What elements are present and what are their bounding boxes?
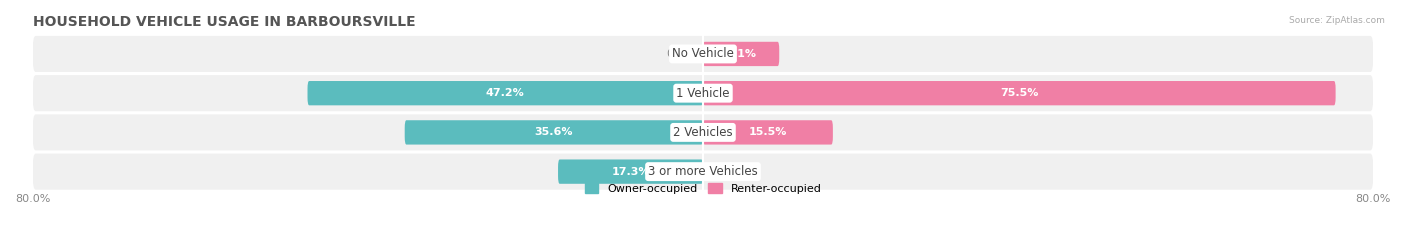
FancyBboxPatch shape — [32, 154, 1374, 190]
FancyBboxPatch shape — [703, 120, 832, 144]
Text: 0.0%: 0.0% — [666, 49, 695, 59]
FancyBboxPatch shape — [558, 159, 703, 184]
FancyBboxPatch shape — [405, 120, 703, 144]
Legend: Owner-occupied, Renter-occupied: Owner-occupied, Renter-occupied — [581, 179, 825, 198]
FancyBboxPatch shape — [703, 81, 1336, 105]
Text: 1 Vehicle: 1 Vehicle — [676, 87, 730, 100]
Text: 47.2%: 47.2% — [486, 88, 524, 98]
Text: 3 or more Vehicles: 3 or more Vehicles — [648, 165, 758, 178]
Text: No Vehicle: No Vehicle — [672, 48, 734, 60]
Text: 75.5%: 75.5% — [1000, 88, 1039, 98]
Text: Source: ZipAtlas.com: Source: ZipAtlas.com — [1289, 16, 1385, 25]
Text: 35.6%: 35.6% — [534, 127, 574, 137]
Text: HOUSEHOLD VEHICLE USAGE IN BARBOURSVILLE: HOUSEHOLD VEHICLE USAGE IN BARBOURSVILLE — [32, 15, 415, 29]
Text: 2 Vehicles: 2 Vehicles — [673, 126, 733, 139]
FancyBboxPatch shape — [32, 36, 1374, 72]
FancyBboxPatch shape — [32, 75, 1374, 111]
FancyBboxPatch shape — [32, 114, 1374, 151]
FancyBboxPatch shape — [308, 81, 703, 105]
Text: 9.1%: 9.1% — [725, 49, 756, 59]
Text: 15.5%: 15.5% — [749, 127, 787, 137]
FancyBboxPatch shape — [703, 42, 779, 66]
Text: 17.3%: 17.3% — [612, 167, 650, 177]
Text: 0.0%: 0.0% — [711, 167, 740, 177]
